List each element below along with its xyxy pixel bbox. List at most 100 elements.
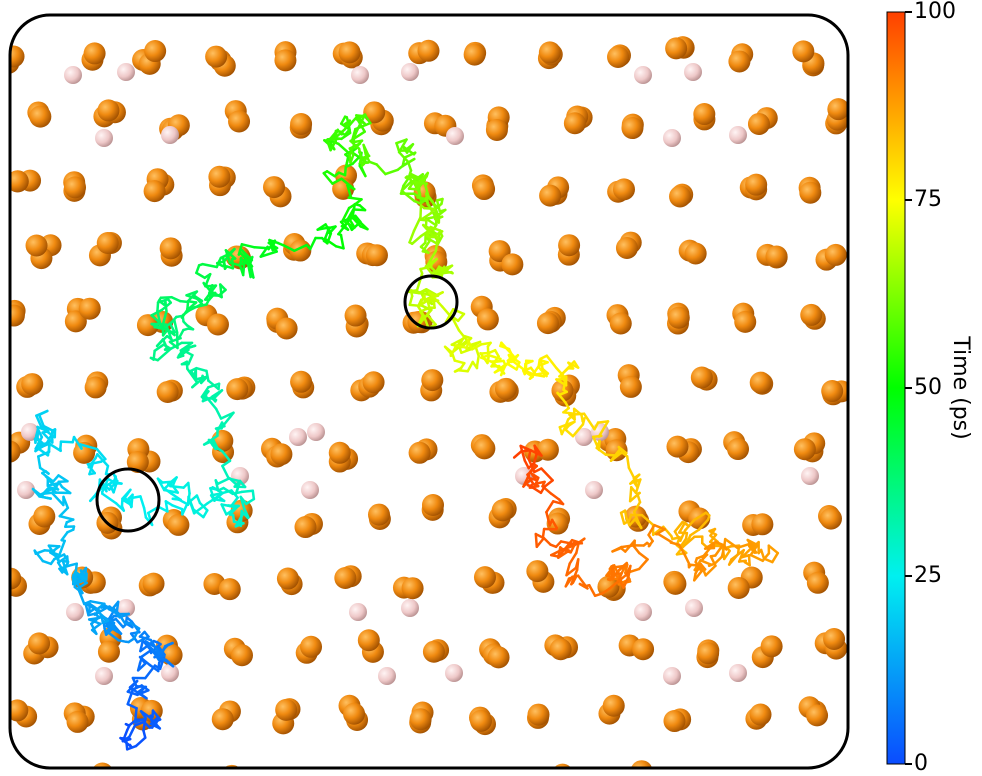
trajectory-segment: [204, 284, 218, 301]
atom: [290, 112, 313, 135]
trajectory-segment: [181, 502, 189, 516]
trajectory-segment: [343, 165, 348, 177]
trajectory-segment: [420, 175, 428, 184]
trajectory-segment: [195, 366, 208, 373]
trajectory-segment: [149, 646, 162, 658]
trajectory-segment: [545, 500, 555, 514]
atom: [749, 371, 772, 394]
trajectory-segment: [673, 520, 684, 533]
trajectory-segment: [355, 113, 367, 132]
trajectory-segment: [704, 564, 717, 577]
atom: [422, 640, 445, 663]
atom: [630, 760, 653, 768]
trajectory-segment: [709, 534, 719, 543]
trajectory-segment: [460, 347, 473, 355]
atom: [156, 380, 179, 403]
trajectory-segment: [239, 509, 243, 528]
trajectory-segment: [615, 573, 628, 584]
atom: [136, 314, 159, 337]
atom: [436, 769, 458, 776]
trajectory-segment: [683, 518, 696, 532]
trajectory-segment: [41, 491, 57, 495]
trajectory-segment: [192, 508, 205, 519]
atom: [42, 771, 64, 776]
atom: [799, 181, 822, 204]
trajectory-segment: [556, 391, 567, 404]
trajectory-segment: [617, 445, 626, 455]
trajectory-segment: [730, 548, 745, 561]
trajectory-segment: [491, 359, 505, 364]
atom: [697, 642, 720, 665]
trajectory-segment: [179, 341, 194, 352]
trajectory-segment: [434, 235, 440, 253]
trajectory-segment: [340, 131, 352, 141]
trajectory-segment: [557, 549, 571, 559]
atom: [84, 376, 107, 399]
trajectory-segment: [325, 138, 332, 152]
trajectory-segment: [595, 439, 601, 450]
trajectory-segment: [349, 139, 361, 151]
atom: [727, 438, 750, 461]
trajectory-segment: [114, 617, 125, 629]
trajectory-segment: [41, 431, 54, 444]
trajectory-segment: [121, 488, 132, 502]
trajectory-segment: [519, 444, 526, 462]
trajectory-segment: [79, 443, 90, 448]
atom: [294, 516, 317, 539]
trajectory-segment: [679, 537, 688, 547]
trajectory-segment: [162, 318, 176, 330]
trajectory-segment: [196, 303, 208, 308]
trajectory-segment: [139, 710, 148, 720]
trajectory-segment: [104, 464, 110, 476]
atom: [691, 770, 713, 776]
trajectory-segment: [419, 265, 433, 271]
ion: [446, 127, 464, 145]
trajectory-segment: [127, 495, 142, 500]
trajectory-segment: [134, 736, 147, 748]
trajectory-segment: [500, 341, 515, 358]
trajectory-segment: [673, 530, 682, 542]
trajectory-segment: [406, 160, 413, 172]
trajectory-segment: [140, 648, 153, 658]
trajectory-segment: [453, 359, 466, 365]
trajectory-segment: [202, 434, 219, 446]
atom: [485, 118, 508, 141]
trajectory-segment: [559, 540, 573, 545]
ion: [663, 667, 681, 685]
atom: [563, 112, 586, 135]
trajectory-segment: [214, 407, 223, 420]
trajectory-segment: [344, 162, 354, 169]
trajectory-segment: [168, 336, 182, 344]
trajectory-segment: [221, 464, 230, 480]
atom: [751, 513, 774, 536]
trajectory-segment: [168, 322, 177, 334]
trajectory-segment: [368, 160, 378, 166]
trajectory-segment: [87, 456, 97, 469]
trajectory-segment: [58, 506, 70, 518]
trajectory-segment: [293, 243, 308, 252]
trajectory-segment: [653, 523, 666, 531]
atom: [357, 629, 380, 652]
trajectory-segment: [767, 544, 780, 555]
trajectory-segment: [71, 580, 83, 586]
atom: [344, 304, 367, 327]
trajectory-segment: [527, 448, 532, 461]
atom: [536, 312, 559, 335]
trajectory-segment: [188, 494, 199, 503]
trajectory-segment: [156, 477, 166, 492]
trajectory-segment: [683, 553, 692, 568]
trajectory-segment: [375, 163, 387, 176]
atom: [362, 371, 385, 394]
atom: [665, 37, 688, 60]
trajectory-segment: [251, 489, 256, 501]
atom: [290, 771, 312, 776]
trajectory-segment: [316, 223, 327, 231]
trajectory-segment: [655, 528, 666, 536]
trajectory-segment: [414, 180, 428, 185]
trajectory-segment: [153, 344, 163, 353]
highlight-circle: [403, 274, 459, 330]
trajectory-segment: [466, 338, 474, 351]
atom: [632, 638, 655, 661]
atom: [300, 635, 323, 658]
atom: [487, 646, 510, 669]
